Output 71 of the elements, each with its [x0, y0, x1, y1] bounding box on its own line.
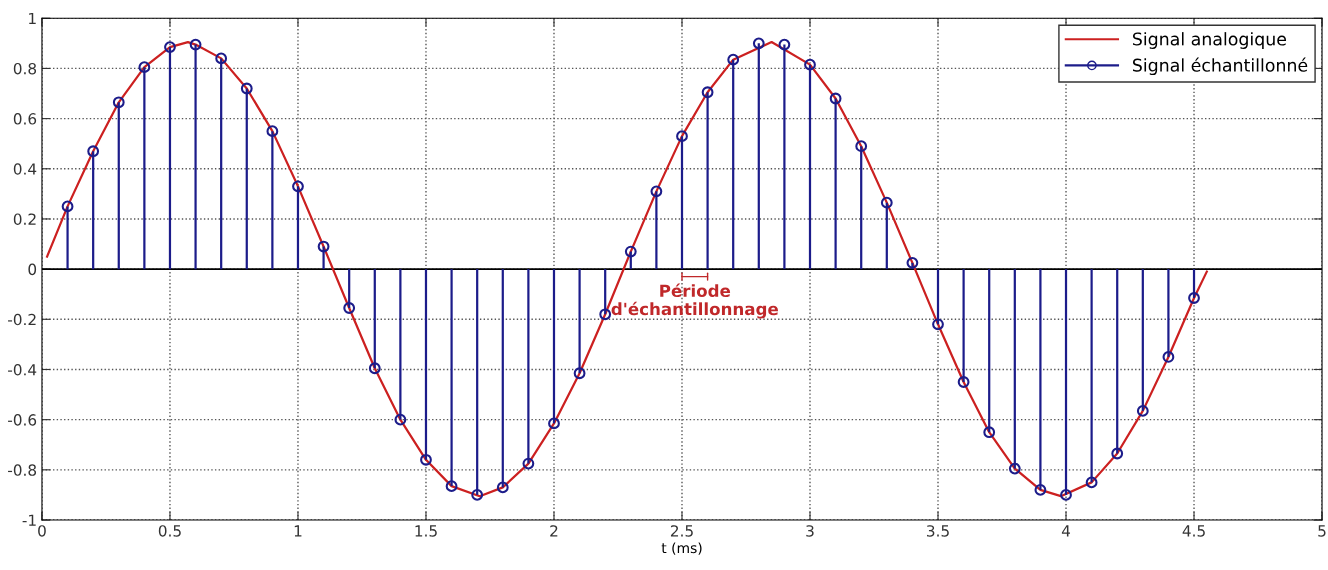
point — [266, 125, 279, 138]
y-tick-label: -0.8 — [8, 464, 37, 476]
x-tick-label: 0.5 — [158, 525, 181, 537]
point — [650, 185, 663, 198]
point — [1188, 292, 1200, 304]
point — [343, 302, 356, 314]
point — [906, 256, 919, 269]
point — [1162, 351, 1175, 363]
point — [855, 140, 868, 153]
x-tick-label: 2.5 — [670, 525, 693, 537]
point — [778, 38, 791, 51]
y-tick-label: -0.4 — [8, 363, 37, 376]
x-tick-label: 2 — [550, 525, 558, 537]
x-tick-label: 0 — [38, 525, 46, 537]
point — [138, 61, 151, 74]
point — [522, 457, 535, 470]
point — [1085, 476, 1098, 489]
point — [548, 417, 560, 430]
point — [676, 130, 688, 143]
point — [829, 92, 842, 105]
y-tick-label: 1 — [29, 12, 36, 25]
point — [215, 52, 228, 65]
point — [752, 37, 765, 50]
point — [496, 481, 509, 494]
y-tick-label: 0.4 — [13, 163, 37, 175]
point — [394, 413, 407, 426]
legend-label: Signal échantillonné — [1132, 57, 1308, 76]
point — [189, 38, 202, 51]
point — [164, 41, 176, 53]
point — [87, 145, 100, 158]
point — [61, 200, 74, 213]
x-tick-label: 1 — [294, 525, 302, 537]
point — [292, 180, 304, 193]
point — [701, 86, 714, 99]
point — [727, 53, 740, 66]
x-tick-label: 4.5 — [1182, 525, 1205, 537]
point — [599, 308, 612, 321]
point — [1136, 404, 1149, 417]
point — [1111, 447, 1124, 460]
y-tick-label: 0.2 — [13, 213, 36, 225]
x-tick-label: 3.5 — [927, 525, 949, 537]
point — [1008, 462, 1021, 475]
y-tick-label: 0.8 — [13, 62, 37, 75]
point — [112, 96, 125, 109]
point — [804, 58, 816, 71]
point — [983, 426, 996, 439]
point — [471, 489, 484, 501]
point — [880, 196, 893, 209]
point — [445, 480, 458, 493]
annotation: Période d'échantillonnage — [611, 283, 778, 319]
point — [932, 318, 944, 331]
point — [573, 367, 586, 380]
x-tick-label: 3 — [806, 525, 814, 537]
point — [420, 453, 432, 466]
x-tick-label: 4 — [1061, 525, 1071, 537]
x-tick-label: 1.5 — [415, 525, 437, 537]
point — [1060, 489, 1072, 501]
point — [368, 362, 381, 375]
point — [624, 245, 637, 258]
point — [240, 82, 253, 95]
point — [957, 376, 970, 388]
y-tick-label: -0.2 — [8, 313, 36, 326]
y-tick-label: -1 — [22, 514, 36, 526]
point — [317, 240, 330, 253]
y-tick-label: 0.6 — [13, 113, 37, 125]
legend-label: Signal analogique — [1132, 32, 1287, 49]
point — [1034, 484, 1047, 496]
y-tick-label: -0.6 — [8, 414, 37, 426]
y-tick-label: 0 — [28, 263, 37, 276]
x-tick-label: 5 — [1318, 525, 1326, 537]
x-axis-title: t (ms) — [661, 542, 702, 555]
